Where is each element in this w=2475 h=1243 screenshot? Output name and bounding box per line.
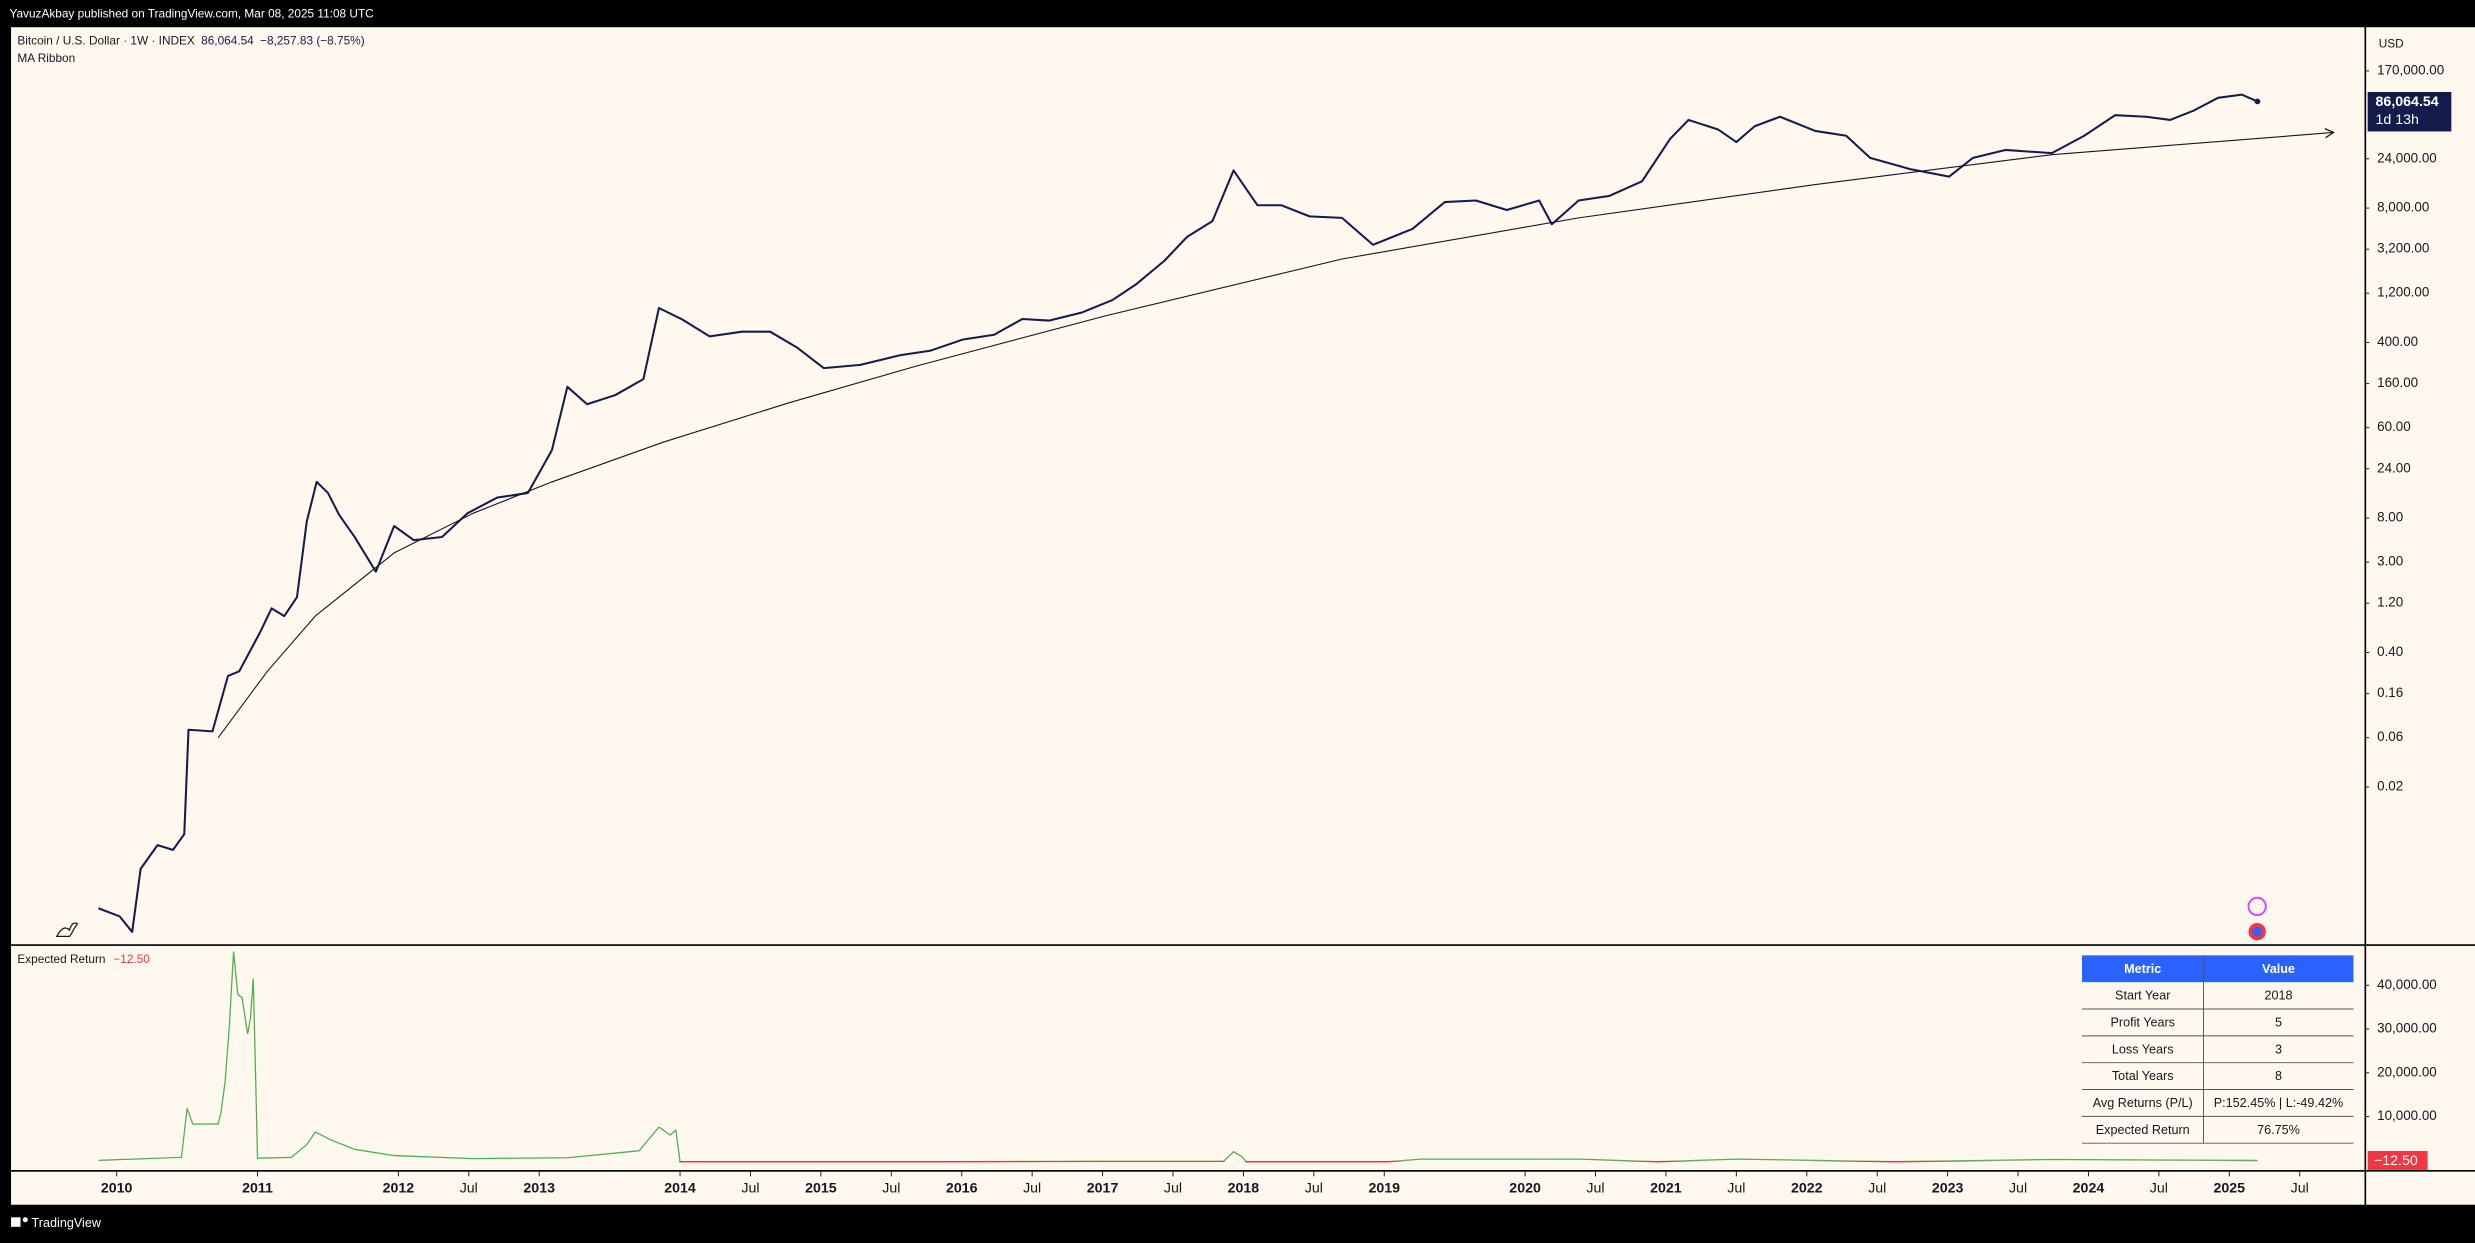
x-tick-label: 2015 <box>805 1181 837 1197</box>
y-tick-label: 0.06 <box>2377 729 2403 744</box>
table-cell: Loss Years <box>2112 1042 2174 1056</box>
x-tick-label: Jul <box>882 1181 900 1197</box>
value-tag-label: −12.50 <box>2374 1153 2418 1169</box>
table-cell: Profit Years <box>2110 1016 2175 1030</box>
price-tag-value: 86,064.54 <box>2376 94 2439 110</box>
table-cell: Expected Return <box>2096 1123 2190 1137</box>
table-cell: 76.75% <box>2257 1123 2300 1137</box>
currency: USD <box>2379 37 2404 51</box>
price-line <box>98 93 2258 933</box>
x-tick-label: 2016 <box>946 1181 978 1197</box>
x-tick-label: 2012 <box>383 1181 415 1197</box>
return-line-positive <box>98 951 2258 1161</box>
footer-brand: TradingView <box>32 1216 102 1230</box>
publisher: YavuzAkbay published on TradingView.com,… <box>9 7 374 21</box>
event-icons <box>2247 896 2267 941</box>
x-tick-label: 2018 <box>1228 1181 1260 1197</box>
y-tick-label: 10,000.00 <box>2377 1108 2437 1123</box>
y-tick-label: 1.20 <box>2377 595 2403 610</box>
x-tick-label: 2022 <box>1791 1181 1823 1197</box>
time-axis-background <box>11 1171 2365 1205</box>
table-cell: Avg Returns (P/L) <box>2093 1096 2193 1110</box>
y-tick-label: 400.00 <box>2377 334 2418 349</box>
table-cell: 8 <box>2275 1069 2282 1083</box>
value-tag <box>2367 1150 2428 1170</box>
x-tick-label: Jul <box>460 1181 478 1197</box>
y-tick-label: 1,200.00 <box>2377 285 2429 300</box>
last-point <box>2254 98 2261 105</box>
y-tick-label: 3.00 <box>2377 554 2403 569</box>
x-tick-label: 2025 <box>2214 1181 2246 1197</box>
footer-logo <box>11 1217 28 1227</box>
price-tag <box>2367 91 2452 132</box>
y-tick-label: 8,000.00 <box>2377 200 2429 215</box>
table-header: Metric <box>2124 962 2161 976</box>
return-line-negative <box>98 1160 2258 1163</box>
table-cell: 2018 <box>2264 989 2292 1003</box>
x-tick-label: 2021 <box>1650 1181 1682 1197</box>
pane-title: Expected Return <box>17 952 105 966</box>
price-line <box>217 131 2334 739</box>
y-tick-label: 24.00 <box>2377 460 2411 475</box>
y-tick-label: 30,000.00 <box>2377 1021 2437 1036</box>
x-tick-label: 2013 <box>523 1181 555 1197</box>
x-tick-label: Jul <box>1305 1181 1323 1197</box>
table-cell: 3 <box>2275 1042 2282 1056</box>
price-axis-background <box>2366 27 2475 1205</box>
y-tick-label: 160.00 <box>2377 375 2418 390</box>
y-tick-label: 0.40 <box>2377 644 2403 659</box>
table-cell: Start Year <box>2115 989 2170 1003</box>
y-tick-label: 3,200.00 <box>2377 241 2429 256</box>
x-tick-label: 2011 <box>242 1181 273 1197</box>
table-cell: Total Years <box>2112 1069 2174 1083</box>
x-tick-label: 2014 <box>664 1181 696 1197</box>
y-tick-label: 24,000.00 <box>2377 150 2437 165</box>
x-tick-label: Jul <box>2291 1181 2309 1197</box>
legend-text: 86,064.54 <box>201 34 254 48</box>
x-tick-label: 2023 <box>1932 1181 1964 1197</box>
trend-arrowhead <box>2324 128 2335 139</box>
legend-text: −8,257.83 (−8.75%) <box>260 34 365 48</box>
y-tick-label: 0.16 <box>2377 685 2403 700</box>
x-tick-label: 2024 <box>2073 1181 2105 1197</box>
price-tag-countdown: 1d 13h <box>2376 112 2419 128</box>
x-tick-label: 2019 <box>1368 1181 1400 1197</box>
y-tick-label: 170,000.00 <box>2377 62 2444 77</box>
x-tick-label: Jul <box>1727 1181 1745 1197</box>
table-header: Value <box>2262 962 2295 976</box>
x-tick-label: Jul <box>2009 1181 2027 1197</box>
dino-icon <box>55 922 79 938</box>
pane-value: −12.50 <box>113 952 150 966</box>
y-tick-label: 8.00 <box>2377 510 2403 525</box>
x-tick-label: Jul <box>1868 1181 1886 1197</box>
x-tick-label: Jul <box>741 1181 759 1197</box>
y-tick-label: 20,000.00 <box>2377 1064 2437 1079</box>
x-tick-label: 2017 <box>1087 1181 1119 1197</box>
legend-text: Bitcoin / U.S. Dollar · 1W · INDEX <box>17 34 195 48</box>
y-tick-label: 0.02 <box>2377 778 2403 793</box>
table-cell: 5 <box>2275 1016 2282 1030</box>
indicator-name: MA Ribbon <box>17 51 75 65</box>
chart-background <box>11 27 2365 1171</box>
table-header-bg <box>2081 955 2354 983</box>
x-tick-label: Jul <box>2150 1181 2168 1197</box>
x-tick-label: Jul <box>1023 1181 1041 1197</box>
y-tick-label: 60.00 <box>2377 419 2411 434</box>
x-tick-label: 2010 <box>101 1181 133 1197</box>
x-tick-label: 2020 <box>1509 1181 1541 1197</box>
x-tick-label: Jul <box>1586 1181 1604 1197</box>
x-tick-label: Jul <box>1164 1181 1182 1197</box>
y-tick-label: 40,000.00 <box>2377 977 2437 992</box>
table-cell: P:152.45% | L:-49.42% <box>2214 1096 2343 1110</box>
